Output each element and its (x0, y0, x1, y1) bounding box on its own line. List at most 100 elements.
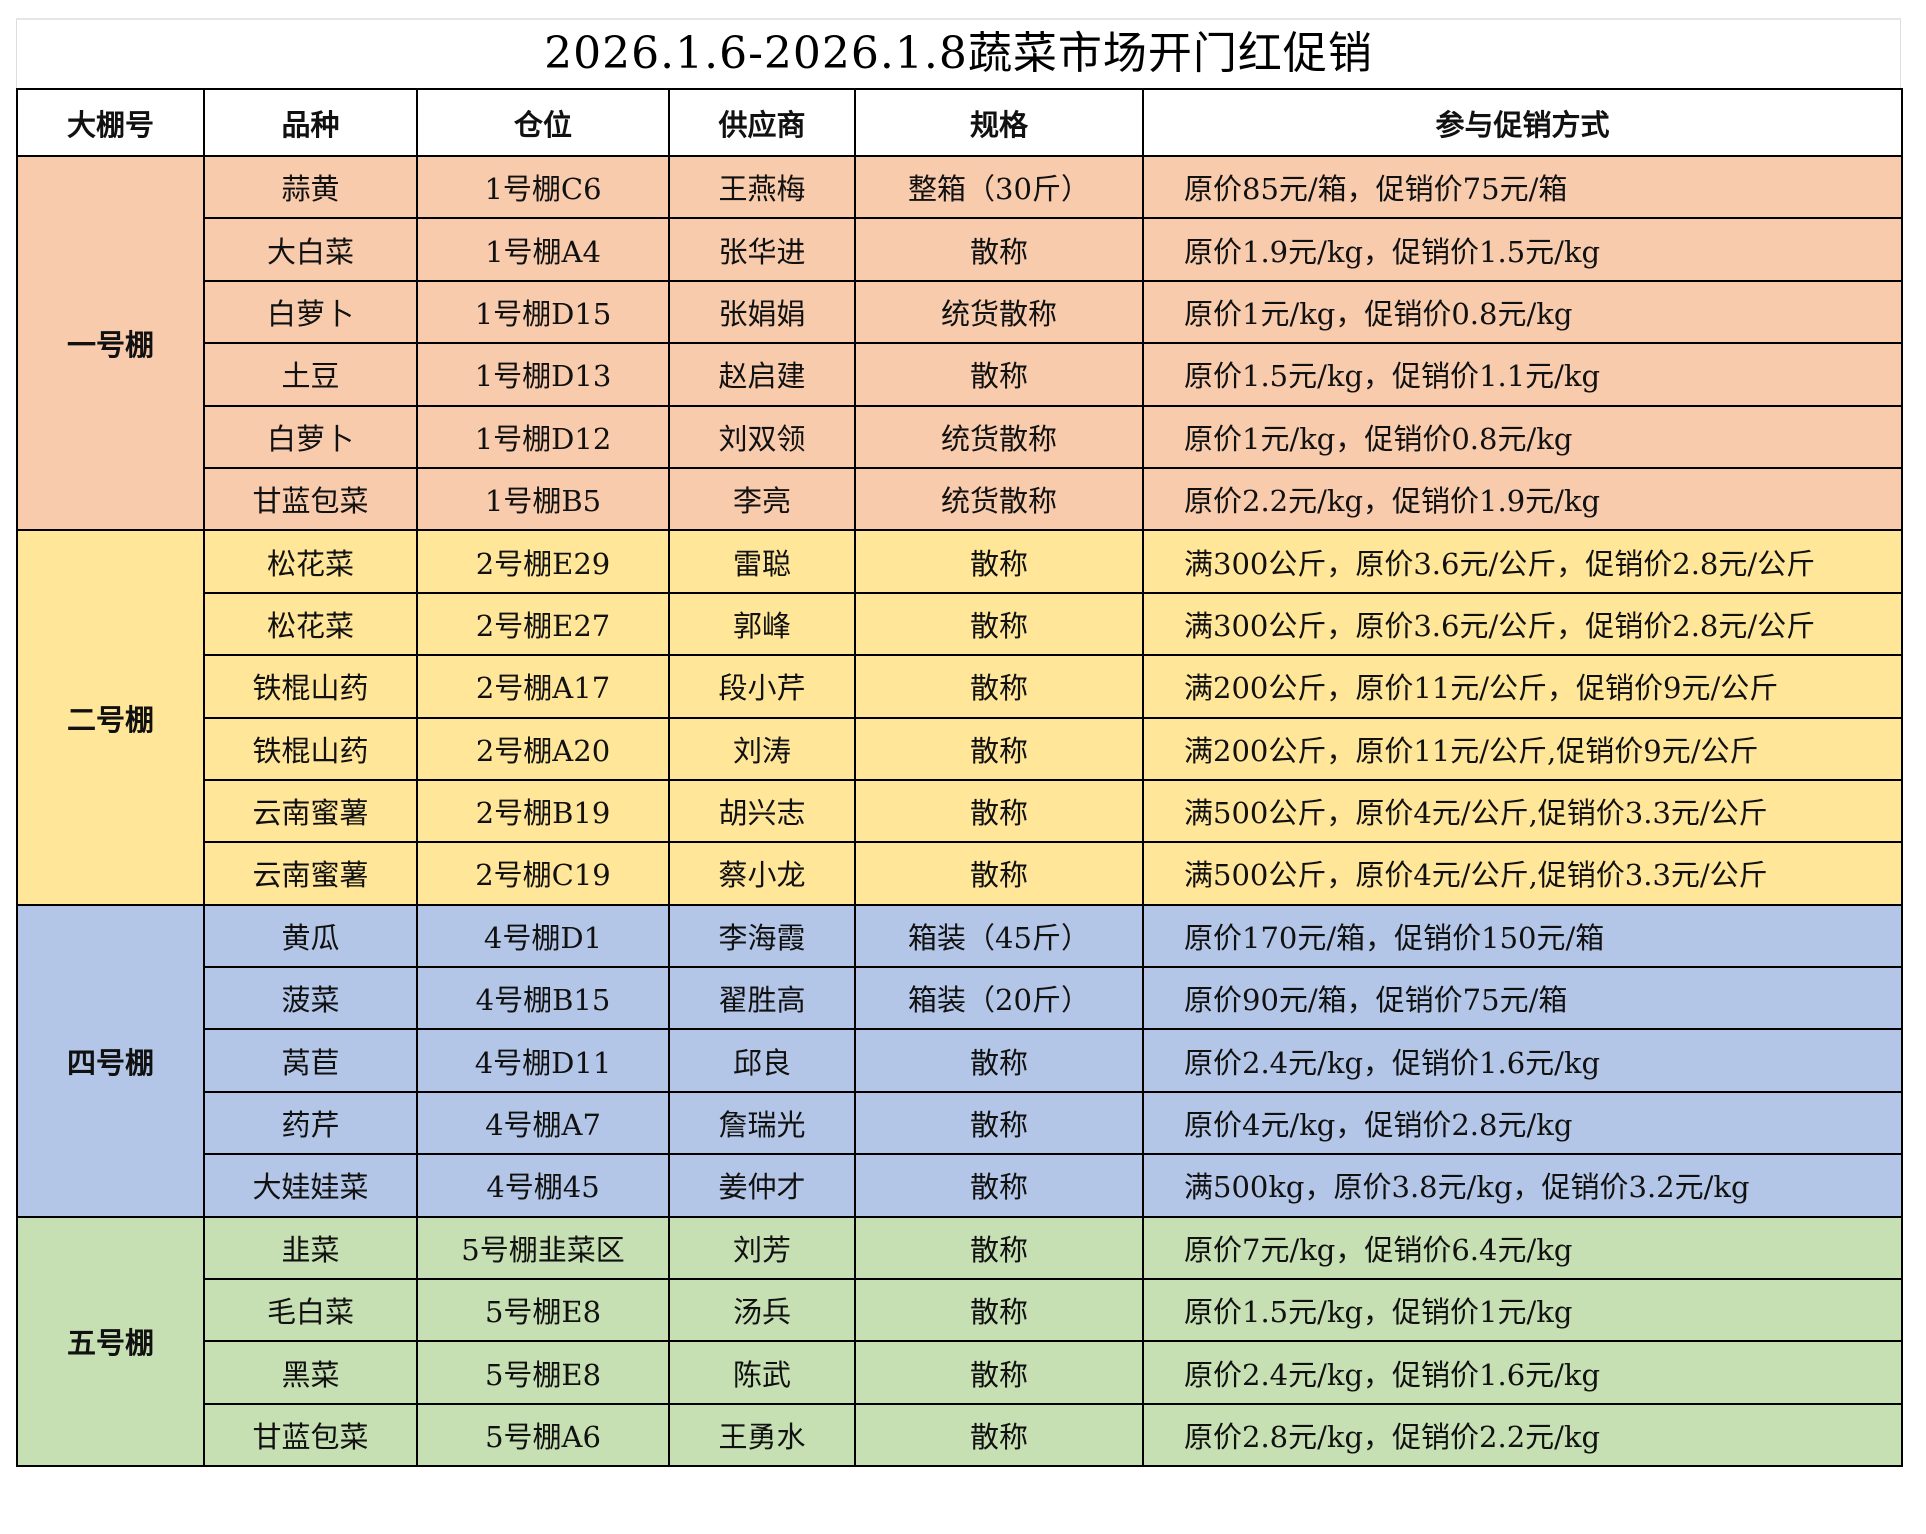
supplier-cell[interactable]: 刘涛 (668, 716, 856, 781)
location-cell[interactable]: 1号棚C6 (416, 154, 670, 220)
spec-cell[interactable]: 散称 (854, 1090, 1144, 1156)
spec-cell[interactable]: 散称 (854, 217, 1144, 282)
location-cell[interactable]: 2号棚A17 (416, 654, 670, 719)
variety-cell[interactable]: 甘蓝包菜 (203, 1402, 418, 1468)
promotion-cell[interactable]: 原价4元/kg，促销价2.8元/kg (1142, 1090, 1903, 1156)
spec-cell[interactable]: 散称 (854, 1278, 1144, 1343)
supplier-cell[interactable]: 雷聪 (668, 529, 856, 594)
location-cell[interactable]: 4号棚D1 (416, 903, 670, 969)
supplier-cell[interactable]: 段小芹 (668, 654, 856, 719)
location-cell[interactable]: 4号棚D11 (416, 1028, 670, 1093)
location-cell[interactable]: 5号棚E8 (416, 1278, 670, 1343)
header-supplier[interactable]: 供应商 (668, 88, 856, 157)
spec-cell[interactable]: 散称 (854, 1215, 1144, 1281)
variety-cell[interactable]: 大白菜 (203, 217, 418, 282)
supplier-cell[interactable]: 詹瑞光 (668, 1090, 856, 1156)
supplier-cell[interactable]: 刘芳 (668, 1215, 856, 1281)
spec-cell[interactable]: 散称 (854, 841, 1144, 906)
supplier-cell[interactable]: 胡兴志 (668, 778, 856, 844)
variety-cell[interactable]: 药芹 (203, 1090, 418, 1156)
location-cell[interactable]: 1号棚D12 (416, 404, 670, 469)
header-variety[interactable]: 品种 (203, 88, 418, 157)
supplier-cell[interactable]: 姜仲才 (668, 1153, 856, 1218)
variety-cell[interactable]: 菠菜 (203, 966, 418, 1031)
variety-cell[interactable]: 韭菜 (203, 1215, 418, 1281)
promotion-cell[interactable]: 原价2.2元/kg，促销价1.9元/kg (1142, 466, 1903, 532)
promotion-cell[interactable]: 满500公斤，原价4元/公斤,促销价3.3元/公斤 (1142, 841, 1903, 906)
shed-cell[interactable]: 五号棚 (16, 1215, 205, 1468)
variety-cell[interactable]: 云南蜜薯 (203, 778, 418, 844)
supplier-cell[interactable]: 蔡小龙 (668, 841, 856, 906)
supplier-cell[interactable]: 王燕梅 (668, 154, 856, 220)
promotion-cell[interactable]: 原价170元/箱，促销价150元/箱 (1142, 903, 1903, 969)
variety-cell[interactable]: 黑菜 (203, 1340, 418, 1405)
spec-cell[interactable]: 散称 (854, 342, 1144, 407)
location-cell[interactable]: 2号棚A20 (416, 716, 670, 781)
supplier-cell[interactable]: 赵启建 (668, 342, 856, 407)
spec-cell[interactable]: 散称 (854, 1340, 1144, 1405)
spec-cell[interactable]: 散称 (854, 1028, 1144, 1093)
spec-cell[interactable]: 整箱（30斤） (854, 154, 1144, 220)
supplier-cell[interactable]: 李海霞 (668, 903, 856, 969)
header-location[interactable]: 仓位 (416, 88, 670, 157)
supplier-cell[interactable]: 陈武 (668, 1340, 856, 1405)
variety-cell[interactable]: 云南蜜薯 (203, 841, 418, 906)
spec-cell[interactable]: 散称 (854, 716, 1144, 781)
promotion-cell[interactable]: 满500公斤，原价4元/公斤,促销价3.3元/公斤 (1142, 778, 1903, 844)
shed-cell[interactable]: 一号棚 (16, 154, 205, 532)
supplier-cell[interactable]: 汤兵 (668, 1278, 856, 1343)
variety-cell[interactable]: 蒜黄 (203, 154, 418, 220)
promotion-cell[interactable]: 原价2.4元/kg，促销价1.6元/kg (1142, 1340, 1903, 1405)
supplier-cell[interactable]: 王勇水 (668, 1402, 856, 1468)
promotion-cell[interactable]: 原价7元/kg，促销价6.4元/kg (1142, 1215, 1903, 1281)
location-cell[interactable]: 1号棚D15 (416, 279, 670, 345)
promotion-cell[interactable]: 满200公斤，原价11元/公斤，促销价9元/公斤 (1142, 654, 1903, 719)
location-cell[interactable]: 5号棚韭菜区 (416, 1215, 670, 1281)
location-cell[interactable]: 4号棚45 (416, 1153, 670, 1218)
promotion-cell[interactable]: 原价85元/箱，促销价75元/箱 (1142, 154, 1903, 220)
spec-cell[interactable]: 散称 (854, 1153, 1144, 1218)
supplier-cell[interactable]: 李亮 (668, 466, 856, 532)
supplier-cell[interactable]: 张华进 (668, 217, 856, 282)
promotion-cell[interactable]: 满300公斤，原价3.6元/公斤，促销价2.8元/公斤 (1142, 591, 1903, 657)
spec-cell[interactable]: 散称 (854, 654, 1144, 719)
promotion-cell[interactable]: 原价1.5元/kg，促销价1元/kg (1142, 1278, 1903, 1343)
variety-cell[interactable]: 松花菜 (203, 591, 418, 657)
variety-cell[interactable]: 大娃娃菜 (203, 1153, 418, 1218)
supplier-cell[interactable]: 邱良 (668, 1028, 856, 1093)
spec-cell[interactable]: 统货散称 (854, 279, 1144, 345)
promotion-cell[interactable]: 原价1.5元/kg，促销价1.1元/kg (1142, 342, 1903, 407)
location-cell[interactable]: 5号棚E8 (416, 1340, 670, 1405)
promotion-cell[interactable]: 原价2.4元/kg，促销价1.6元/kg (1142, 1028, 1903, 1093)
supplier-cell[interactable]: 张娟娟 (668, 279, 856, 345)
spec-cell[interactable]: 散称 (854, 778, 1144, 844)
supplier-cell[interactable]: 刘双领 (668, 404, 856, 469)
variety-cell[interactable]: 甘蓝包菜 (203, 466, 418, 532)
promotion-cell[interactable]: 原价1元/kg，促销价0.8元/kg (1142, 404, 1903, 469)
spec-cell[interactable]: 箱装（45斤） (854, 903, 1144, 969)
header-shed[interactable]: 大棚号 (16, 88, 205, 157)
shed-cell[interactable]: 四号棚 (16, 903, 205, 1218)
supplier-cell[interactable]: 郭峰 (668, 591, 856, 657)
shed-cell[interactable]: 二号棚 (16, 529, 205, 906)
variety-cell[interactable]: 白萝卜 (203, 404, 418, 469)
promotion-cell[interactable]: 原价2.8元/kg，促销价2.2元/kg (1142, 1402, 1903, 1468)
variety-cell[interactable]: 铁棍山药 (203, 716, 418, 781)
location-cell[interactable]: 2号棚B19 (416, 778, 670, 844)
promotion-cell[interactable]: 原价1.9元/kg，促销价1.5元/kg (1142, 217, 1903, 282)
header-spec[interactable]: 规格 (854, 88, 1144, 157)
location-cell[interactable]: 4号棚A7 (416, 1090, 670, 1156)
supplier-cell[interactable]: 翟胜高 (668, 966, 856, 1031)
location-cell[interactable]: 2号棚E27 (416, 591, 670, 657)
location-cell[interactable]: 2号棚E29 (416, 529, 670, 594)
variety-cell[interactable]: 松花菜 (203, 529, 418, 594)
variety-cell[interactable]: 土豆 (203, 342, 418, 407)
location-cell[interactable]: 1号棚D13 (416, 342, 670, 407)
variety-cell[interactable]: 毛白菜 (203, 1278, 418, 1343)
promotion-cell[interactable]: 满500kg，原价3.8元/kg，促销价3.2元/kg (1142, 1153, 1903, 1218)
promotion-cell[interactable]: 原价1元/kg，促销价0.8元/kg (1142, 279, 1903, 345)
promotion-cell[interactable]: 原价90元/箱，促销价75元/箱 (1142, 966, 1903, 1031)
location-cell[interactable]: 4号棚B15 (416, 966, 670, 1031)
spec-cell[interactable]: 散称 (854, 529, 1144, 594)
location-cell[interactable]: 1号棚A4 (416, 217, 670, 282)
